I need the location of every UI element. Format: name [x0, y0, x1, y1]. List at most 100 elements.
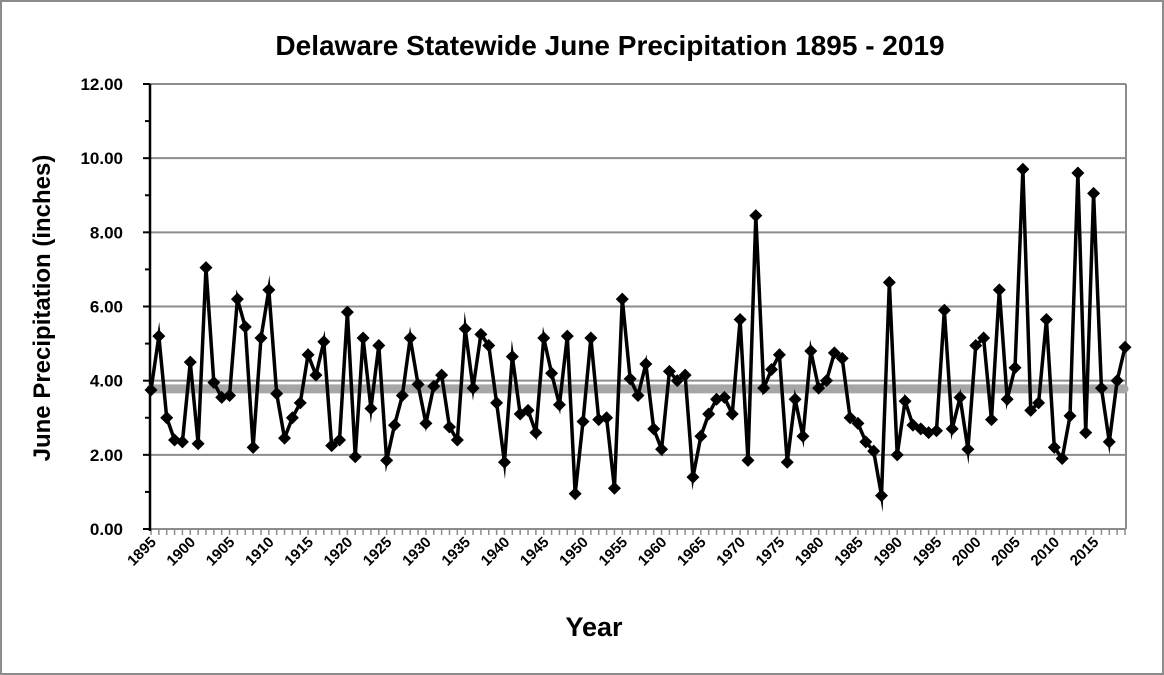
gridlines: [150, 83, 1126, 456]
data-point: [1079, 426, 1093, 440]
y-tick-label: 0.00: [90, 520, 123, 539]
data-point: [1063, 409, 1077, 423]
x-tick-label: 1945: [517, 534, 553, 570]
x-tick-label: 1905: [203, 534, 239, 570]
x-tick-label: 2010: [1028, 534, 1064, 570]
data-point: [678, 368, 692, 382]
data-point: [757, 381, 771, 395]
data-point: [442, 420, 456, 434]
data-point: [545, 366, 559, 380]
data-point: [1087, 186, 1101, 200]
data-point: [333, 433, 347, 447]
data-point: [458, 322, 472, 336]
data-point: [301, 348, 315, 362]
data-point: [497, 455, 511, 469]
data-point: [152, 329, 166, 343]
x-axis-title: Year: [565, 612, 623, 642]
x-tick-label: 2000: [949, 534, 985, 570]
data-point: [867, 444, 881, 458]
x-tick-label: 2005: [988, 534, 1024, 570]
y-tick-label: 10.00: [80, 149, 123, 168]
data-point: [992, 283, 1006, 297]
y-tick-label: 6.00: [90, 298, 123, 317]
data-point: [804, 344, 818, 358]
data-point: [403, 331, 417, 345]
data-point: [395, 389, 409, 402]
data-point: [686, 470, 700, 484]
data-point: [702, 407, 716, 421]
x-tick-label: 2015: [1067, 534, 1103, 570]
data-point: [380, 453, 394, 467]
x-tick-label: 1985: [831, 534, 867, 570]
data-point: [144, 383, 158, 397]
data-point: [741, 453, 755, 467]
x-tick-label: 1915: [281, 534, 317, 570]
data-point: [812, 381, 826, 395]
data-point: [223, 389, 237, 402]
series-line: [149, 169, 1127, 513]
data-point: [505, 350, 519, 364]
data-point: [1102, 435, 1116, 449]
data-point: [945, 422, 959, 436]
data-point: [482, 338, 496, 352]
x-tick-label: 1930: [399, 534, 435, 570]
data-point: [340, 305, 354, 319]
data-point: [717, 390, 731, 404]
data-point: [623, 372, 637, 386]
x-tick-label: 1955: [595, 534, 631, 570]
data-point: [309, 368, 323, 382]
data-point: [270, 387, 284, 401]
data-point: [796, 429, 810, 443]
data-point: [725, 407, 739, 421]
data-point: [388, 418, 401, 432]
x-tick-label: 1960: [635, 534, 671, 570]
x-tick-label: 1950: [556, 534, 592, 570]
data-point: [1110, 374, 1124, 388]
data-point: [490, 396, 504, 410]
data-point: [655, 442, 669, 456]
data-point: [254, 331, 268, 345]
data-point: [694, 429, 708, 443]
data-point: [348, 450, 362, 464]
data-point: [552, 398, 566, 412]
axes: [148, 84, 1127, 531]
data-point: [199, 261, 213, 275]
data-point: [1094, 381, 1108, 395]
x-tick-label: 1975: [753, 534, 789, 570]
x-tick-label: 1965: [674, 534, 710, 570]
data-point: [435, 368, 449, 382]
data-point: [929, 424, 943, 438]
data-point: [325, 439, 339, 453]
x-tick-label: 1940: [478, 534, 514, 570]
data-point: [890, 448, 904, 462]
data-point: [175, 435, 189, 449]
x-tick-label: 1970: [713, 534, 749, 570]
data-point: [639, 357, 653, 371]
data-point: [584, 331, 598, 345]
y-tick-label: 12.00: [80, 75, 123, 94]
data-point: [882, 275, 896, 289]
data-point: [529, 426, 543, 440]
data-point: [977, 331, 991, 345]
data-point: [953, 390, 967, 404]
data-point: [733, 312, 747, 326]
data-point: [262, 283, 276, 297]
data-point: [356, 331, 370, 345]
data-point: [191, 437, 205, 451]
data-point: [576, 414, 590, 428]
data-point: [317, 335, 331, 349]
data-point: [607, 481, 621, 495]
data-point: [1008, 361, 1022, 375]
data-point: [780, 455, 794, 469]
x-tick-label: 1920: [321, 534, 357, 570]
data-point: [615, 292, 629, 306]
data-point: [474, 327, 488, 341]
y-tick-label: 2.00: [90, 446, 123, 465]
data-point: [183, 355, 197, 369]
y-tick-label: 8.00: [90, 223, 123, 242]
chart-title: Delaware Statewide June Precipitation 18…: [275, 30, 944, 61]
data-point: [898, 394, 912, 408]
data-point: [1000, 392, 1014, 406]
x-tick-label: 1990: [870, 534, 906, 570]
data-point: [427, 379, 441, 393]
